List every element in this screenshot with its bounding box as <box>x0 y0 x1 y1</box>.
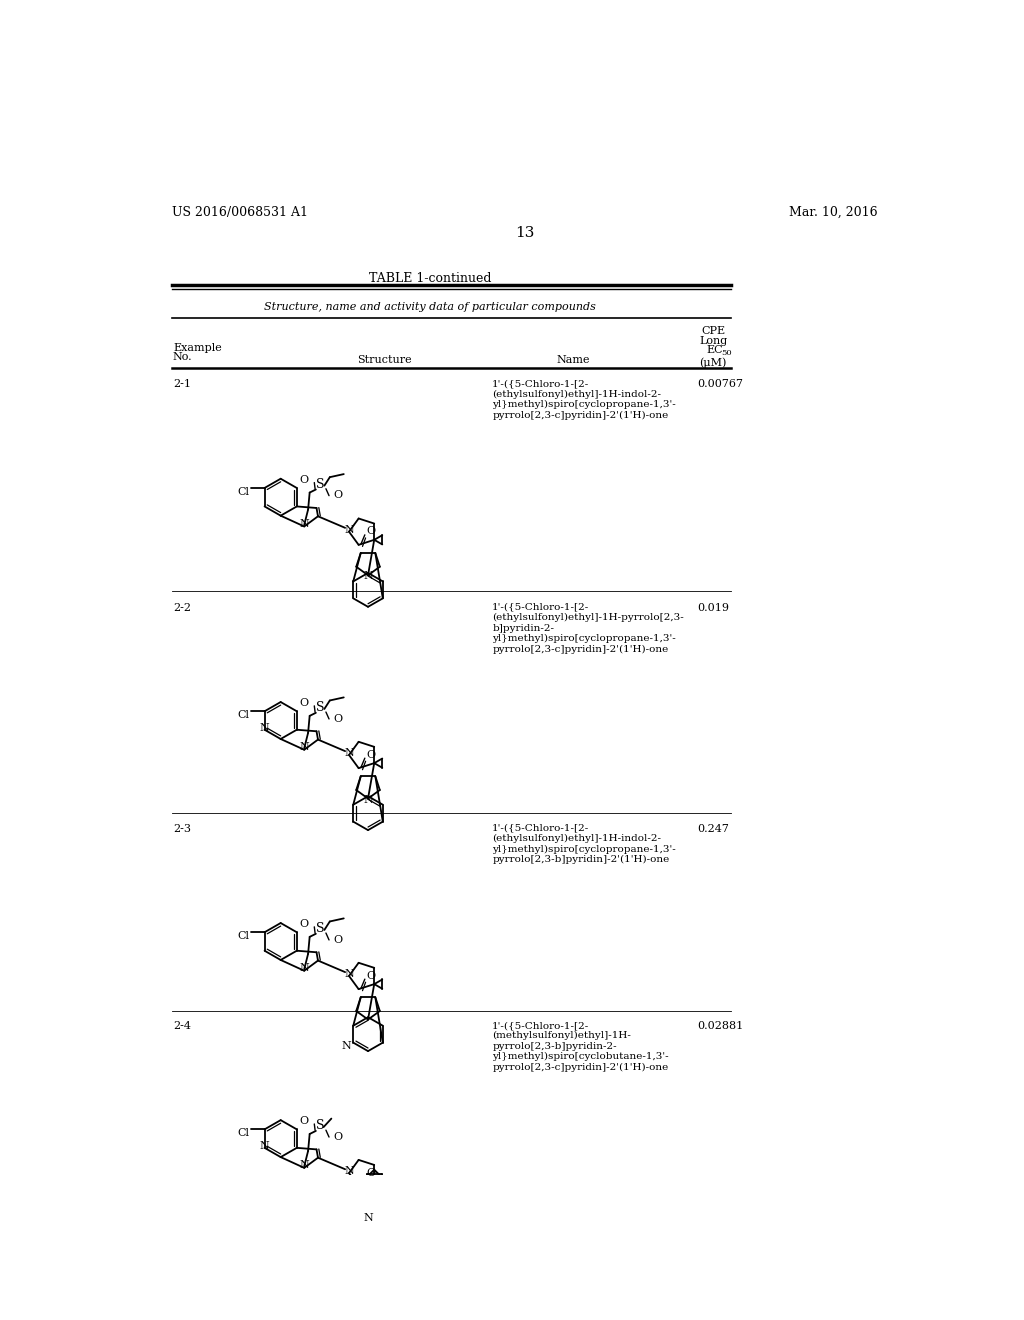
Text: O: O <box>333 490 342 500</box>
Text: N: N <box>260 1140 269 1151</box>
Text: S: S <box>316 923 325 936</box>
Text: Example: Example <box>173 343 222 354</box>
Text: 1'-({5-Chloro-1-[2-
(ethylsulfonyl)ethyl]-1H-indol-2-
yl}methyl)spiro[cyclopropa: 1'-({5-Chloro-1-[2- (ethylsulfonyl)ethyl… <box>493 379 676 420</box>
Text: Cl: Cl <box>238 931 249 941</box>
Text: US 2016/0068531 A1: US 2016/0068531 A1 <box>172 206 308 219</box>
Text: 2-2: 2-2 <box>173 603 190 612</box>
Text: N: N <box>364 572 373 581</box>
Text: (μM): (μM) <box>699 358 727 368</box>
Text: O: O <box>333 935 342 945</box>
Text: N: N <box>344 748 354 758</box>
Text: O: O <box>299 475 308 484</box>
Text: 13: 13 <box>515 226 535 240</box>
Text: 1'-({5-Chloro-1-[2-
(ethylsulfonyl)ethyl]-1H-indol-2-
yl}methyl)spiro[cyclopropa: 1'-({5-Chloro-1-[2- (ethylsulfonyl)ethyl… <box>493 824 676 865</box>
Text: 0.247: 0.247 <box>697 824 729 834</box>
Text: 2-1: 2-1 <box>173 379 190 389</box>
Text: 0.02881: 0.02881 <box>697 1020 743 1031</box>
Text: N: N <box>364 1213 373 1222</box>
Text: N: N <box>299 1160 309 1171</box>
Text: Structure: Structure <box>356 355 412 364</box>
Text: 50: 50 <box>721 348 731 356</box>
Text: O: O <box>367 527 376 536</box>
Text: 2-4: 2-4 <box>173 1020 190 1031</box>
Text: O: O <box>367 1168 376 1177</box>
Text: EC: EC <box>707 345 723 355</box>
Text: S: S <box>316 701 325 714</box>
Text: O: O <box>299 698 308 708</box>
Text: O: O <box>333 1131 342 1142</box>
Text: N: N <box>299 519 309 529</box>
Text: N: N <box>344 525 354 535</box>
Text: CPE: CPE <box>701 326 725 337</box>
Text: Cl: Cl <box>238 710 249 721</box>
Text: Name: Name <box>557 355 590 364</box>
Text: N: N <box>344 969 354 979</box>
Text: 0.019: 0.019 <box>697 603 730 612</box>
Text: O: O <box>367 750 376 760</box>
Text: O: O <box>367 970 376 981</box>
Text: N: N <box>299 742 309 752</box>
Text: N: N <box>344 1166 354 1176</box>
Text: N: N <box>299 964 309 973</box>
Text: N: N <box>260 723 269 733</box>
Text: O: O <box>299 919 308 929</box>
Text: N: N <box>364 795 373 805</box>
Text: Structure, name and activity data of particular compounds: Structure, name and activity data of par… <box>264 302 596 312</box>
Text: Mar. 10, 2016: Mar. 10, 2016 <box>788 206 878 219</box>
Text: TABLE 1-continued: TABLE 1-continued <box>369 272 492 285</box>
Text: N: N <box>342 1040 351 1051</box>
Text: Cl: Cl <box>238 1129 249 1138</box>
Text: O: O <box>333 714 342 723</box>
Text: 1'-({5-Chloro-1-[2-
(methylsulfonyl)ethyl]-1H-
pyrrolo[2,3-b]pyridin-2-
yl}methy: 1'-({5-Chloro-1-[2- (methylsulfonyl)ethy… <box>493 1020 669 1072</box>
Text: Long: Long <box>699 335 727 346</box>
Text: O: O <box>299 1117 308 1126</box>
Text: 1'-({5-Chloro-1-[2-
(ethylsulfonyl)ethyl]-1H-pyrrolo[2,3-
b]pyridin-2-
yl}methyl: 1'-({5-Chloro-1-[2- (ethylsulfonyl)ethyl… <box>493 603 684 653</box>
Text: Cl: Cl <box>238 487 249 496</box>
Text: No.: No. <box>173 352 193 363</box>
Text: S: S <box>316 478 325 491</box>
Text: 0.00767: 0.00767 <box>697 379 743 389</box>
Text: S: S <box>316 1119 325 1133</box>
Text: 2-3: 2-3 <box>173 824 190 834</box>
